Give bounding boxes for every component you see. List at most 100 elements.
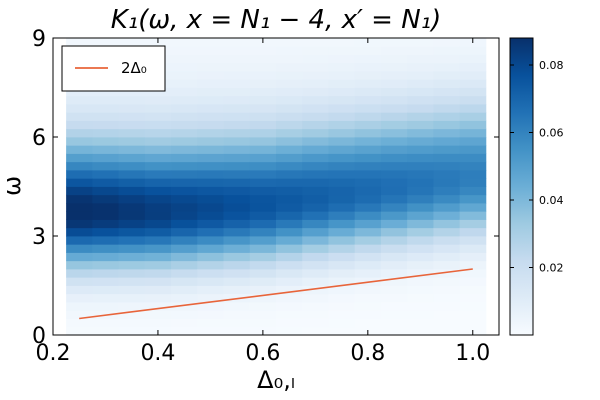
heatmap-cell (433, 318, 461, 328)
heatmap-cell (171, 161, 198, 171)
heatmap-cell (459, 236, 487, 245)
heatmap-cell (433, 170, 461, 179)
heatmap-cell (328, 62, 356, 72)
heatmap-cell (223, 186, 251, 196)
heatmap-cell (92, 38, 119, 47)
heatmap-cell (223, 112, 251, 121)
heatmap-cell (407, 120, 434, 130)
heatmap-cell (433, 326, 461, 336)
heatmap-cell (197, 285, 224, 295)
heatmap-cell (276, 71, 303, 80)
heatmap-cell (92, 178, 119, 187)
heatmap-cell (276, 236, 303, 245)
heatmap-cell (328, 87, 356, 97)
heatmap-cell (197, 326, 224, 336)
heatmap-cell (276, 46, 303, 55)
heatmap-cell (380, 302, 408, 311)
heatmap-cell (92, 252, 119, 262)
heatmap-cell (328, 227, 356, 237)
heatmap-cell (328, 186, 356, 196)
heatmap-cell (459, 95, 487, 105)
heatmap-cell (354, 244, 382, 253)
heatmap-cell (407, 95, 434, 105)
heatmap-cell (197, 153, 224, 163)
heatmap-cell (171, 128, 198, 138)
heatmap-cell (380, 260, 408, 270)
heatmap-cell (328, 71, 356, 80)
heatmap-cell (66, 186, 93, 196)
heatmap-cell (171, 120, 198, 130)
heatmap-cell (144, 137, 172, 146)
heatmap-cell (459, 203, 487, 212)
heatmap-cell (328, 194, 356, 204)
heatmap-cell (302, 170, 329, 179)
heatmap-cell (197, 128, 224, 138)
heatmap-cell (328, 46, 356, 55)
heatmap-cell (249, 269, 277, 278)
heatmap-cell (66, 104, 93, 113)
heatmap-cell (354, 236, 382, 245)
heatmap-cell (407, 87, 434, 97)
heatmap-cell (66, 87, 93, 97)
heatmap-cell (380, 128, 408, 138)
heatmap-cell (328, 145, 356, 154)
x-axis-label: Δ₀,ₗ (257, 366, 295, 394)
heatmap-cell (459, 318, 487, 328)
heatmap-cell (328, 153, 356, 163)
heatmap-cell (197, 137, 224, 146)
heatmap-cell (407, 293, 434, 303)
heatmap-cell (249, 95, 277, 105)
heatmap-cell (328, 318, 356, 328)
heatmap-cell (354, 318, 382, 328)
heatmap-cell (276, 293, 303, 303)
heatmap-cell (380, 153, 408, 163)
heatmap-cell (328, 161, 356, 171)
heatmap-cell (380, 87, 408, 97)
heatmap-cell (380, 112, 408, 121)
heatmap-cell (197, 95, 224, 105)
heatmap-cell (380, 236, 408, 245)
heatmap-cell (118, 178, 146, 187)
heatmap-cell (459, 293, 487, 303)
heatmap-cell (197, 269, 224, 278)
heatmap-cell (302, 326, 329, 336)
heatmap-cell (328, 170, 356, 179)
x-tick-label: 0.2 (36, 341, 71, 366)
heatmap-cell (144, 277, 172, 286)
heatmap-cell (66, 203, 93, 212)
heatmap-cell (302, 269, 329, 278)
heatmap-cell (223, 203, 251, 212)
heatmap-cell (66, 310, 93, 319)
heatmap-cell (302, 219, 329, 229)
heatmap-cell (249, 153, 277, 163)
heatmap-cell (354, 178, 382, 187)
heatmap-cell (197, 318, 224, 328)
heatmap-cell (276, 269, 303, 278)
heatmap-cell (328, 178, 356, 187)
heatmap-cell (197, 112, 224, 121)
heatmap-cell (171, 285, 198, 295)
heatmap-cell (380, 318, 408, 328)
heatmap-cell (407, 211, 434, 220)
heatmap-cell (223, 244, 251, 253)
heatmap-cell (223, 170, 251, 179)
heatmap-cell (171, 310, 198, 319)
heatmap-cell (144, 244, 172, 253)
heatmap-cell (144, 194, 172, 204)
heatmap-cell (433, 260, 461, 270)
heatmap-cell (407, 203, 434, 212)
heatmap-cell (276, 260, 303, 270)
heatmap-cell (302, 112, 329, 121)
heatmap-cell (407, 178, 434, 187)
heatmap-cell (171, 46, 198, 55)
heatmap-cell (433, 236, 461, 245)
heatmap-cell (380, 79, 408, 88)
heatmap-cell (459, 310, 487, 319)
heatmap-cell (223, 277, 251, 286)
heatmap-cell (302, 120, 329, 130)
heatmap-cell (92, 170, 119, 179)
heatmap-cell (276, 252, 303, 262)
heatmap-cell (459, 161, 487, 171)
heatmap-cell (459, 285, 487, 295)
